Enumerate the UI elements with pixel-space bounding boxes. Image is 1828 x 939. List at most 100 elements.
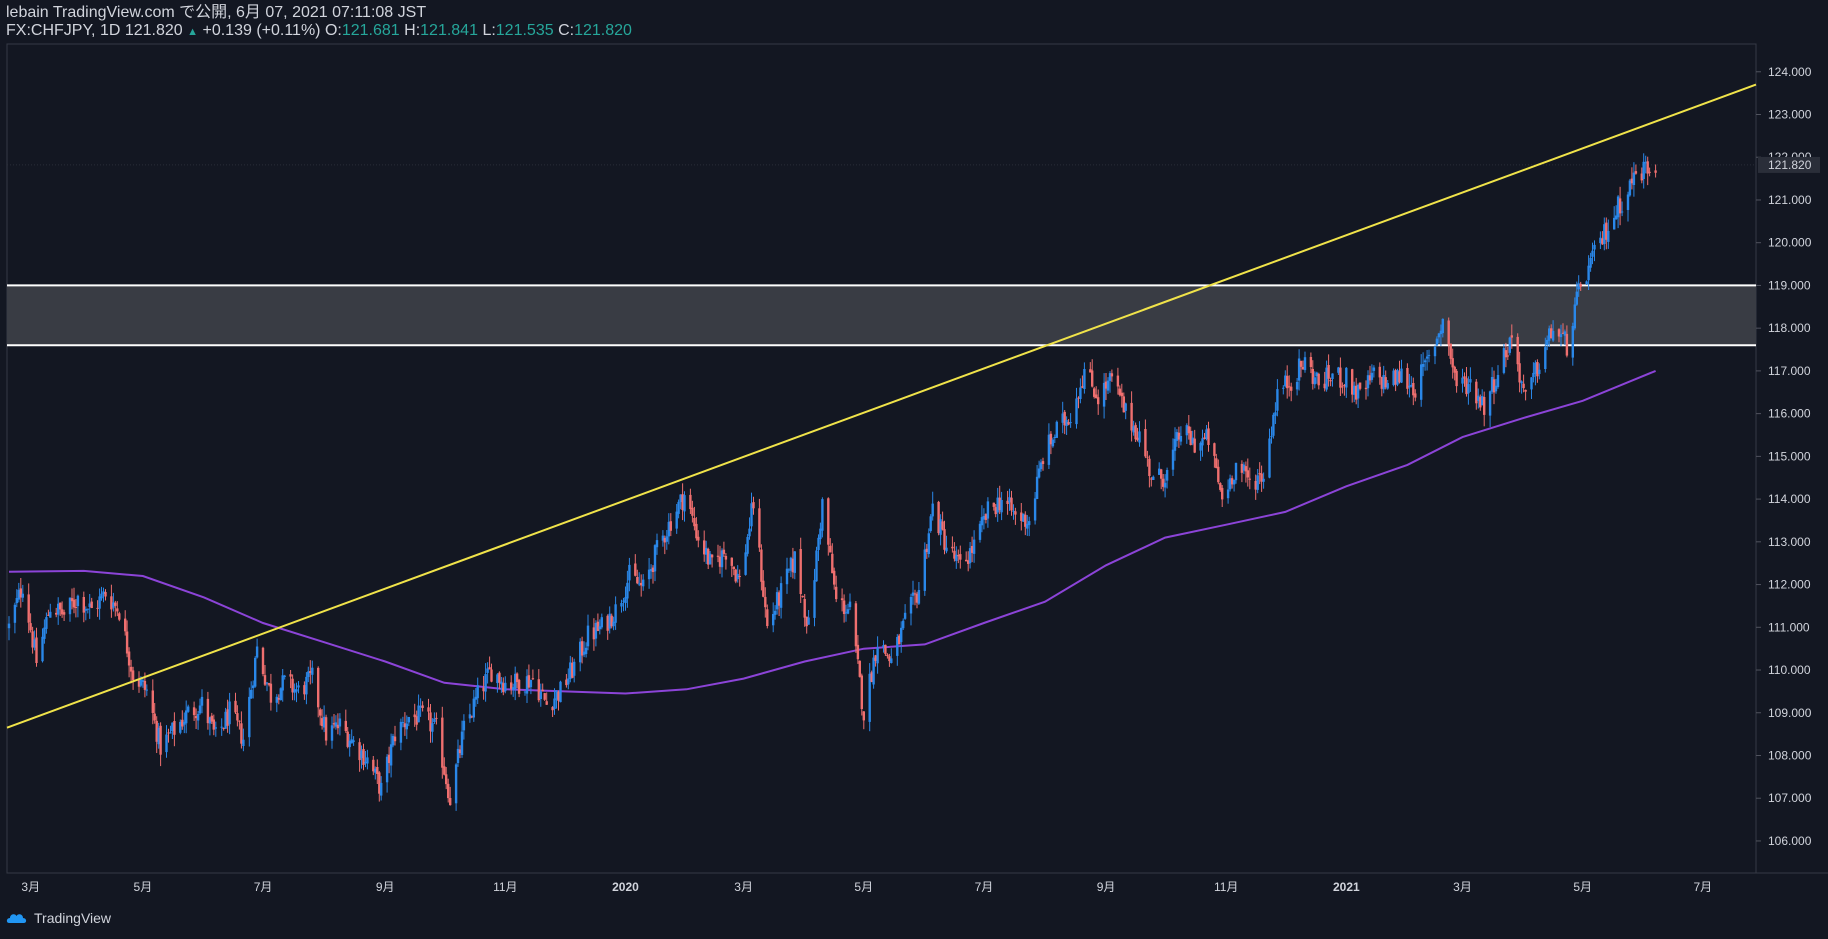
candle-body: [876, 647, 879, 664]
candle: [1219, 482, 1222, 492]
candle-body: [1069, 422, 1072, 424]
ma-path[interactable]: [8, 369, 1656, 695]
candle: [153, 703, 156, 724]
candle: [539, 683, 542, 707]
candle: [125, 620, 129, 658]
candle-body: [1392, 370, 1395, 386]
candle: [55, 607, 58, 618]
candle: [1632, 162, 1636, 197]
candle-body: [1601, 238, 1604, 245]
candle: [689, 488, 692, 514]
candle: [1290, 382, 1293, 402]
candle-body: [1587, 265, 1590, 281]
candle-body: [1116, 375, 1120, 387]
candle-body: [1177, 432, 1181, 440]
candle: [476, 677, 479, 704]
candle: [669, 513, 672, 537]
candle-body: [102, 591, 105, 594]
candle-body: [523, 691, 527, 693]
candle-body: [1520, 381, 1523, 384]
candle: [1270, 426, 1273, 444]
candle-body: [514, 673, 517, 689]
candle-body: [1382, 375, 1385, 390]
candle-body: [474, 696, 477, 700]
candle: [1607, 219, 1610, 249]
tradingview-brand[interactable]: TradingView: [6, 910, 111, 926]
candle: [104, 589, 107, 601]
candle-body: [746, 536, 749, 554]
candle: [114, 600, 117, 617]
candle-body: [842, 600, 846, 614]
candle-body: [1118, 388, 1121, 396]
symbol-legend[interactable]: FX:CHFJPY, 1D 121.820 ▲ +0.139 (+0.11%) …: [6, 21, 632, 42]
candle: [1065, 416, 1068, 435]
candle: [752, 496, 755, 515]
brand-name: TradingView: [34, 910, 112, 926]
candle-body: [476, 685, 479, 699]
candle-body: [1217, 466, 1220, 483]
candle: [854, 601, 858, 653]
candle-body: [693, 518, 696, 527]
candle: [929, 514, 932, 533]
candle-body: [608, 613, 611, 629]
trendline[interactable]: [6, 83, 1757, 729]
candle: [697, 530, 700, 548]
resistance-zone[interactable]: [7, 284, 1756, 347]
candle-body: [927, 533, 930, 554]
price-axis[interactable]: 106.000 107.000 108.000 109.000 110.000 111.0…: [1756, 65, 1820, 848]
candle: [1132, 420, 1135, 436]
candle: [1203, 433, 1206, 440]
candle-body: [1351, 369, 1354, 395]
candle: [1591, 242, 1594, 265]
candle-body: [27, 594, 30, 623]
candle-body: [762, 580, 765, 597]
candle-body: [886, 654, 889, 657]
candle: [903, 604, 907, 620]
candle: [1634, 164, 1638, 175]
candle: [663, 535, 666, 555]
candle: [309, 660, 312, 685]
candle: [1593, 240, 1596, 262]
candle: [405, 715, 408, 740]
candle-body: [817, 537, 820, 550]
candle-body: [212, 719, 215, 730]
candle-body: [1455, 370, 1458, 387]
candle: [100, 586, 103, 601]
candle: [1455, 369, 1458, 393]
candle-body: [1421, 364, 1425, 367]
candle: [1557, 328, 1561, 343]
moving-average-line[interactable]: [8, 369, 1656, 695]
candle: [1177, 426, 1181, 448]
candle-body: [1534, 362, 1537, 374]
candle-body: [281, 675, 284, 691]
up-arrow-icon: ▲: [187, 26, 199, 38]
price-tick-label: 117.000: [1768, 364, 1811, 378]
candle-body: [856, 644, 860, 660]
candle: [112, 592, 115, 612]
candle: [447, 778, 450, 803]
candle-body: [860, 675, 863, 709]
trendline-path[interactable]: [6, 83, 1757, 729]
candle-body: [1548, 328, 1551, 341]
candle: [1162, 474, 1165, 492]
candle-body: [1274, 412, 1277, 416]
candle: [1345, 367, 1348, 398]
candle-body: [145, 689, 148, 691]
candle-body: [537, 679, 540, 701]
candle-body: [827, 498, 830, 545]
candle-body: [996, 497, 999, 513]
time-axis[interactable]: 3月 5月 7月 9月 11月 2020 3月 5月 7月 9月 11月 2021 3月 5月 7月: [21, 880, 1712, 894]
candle-body: [557, 691, 560, 701]
candle-body: [531, 678, 535, 680]
candle-body: [486, 668, 489, 673]
price-tick-label: 111.000: [1768, 620, 1810, 634]
price-tick-label: 116.000: [1768, 407, 1811, 421]
candle-body: [1303, 357, 1307, 371]
candle-body: [1055, 421, 1058, 438]
candle-body: [68, 597, 72, 615]
candle-body: [758, 508, 761, 548]
candle-body: [1331, 373, 1334, 379]
candle: [173, 712, 176, 747]
candle: [626, 570, 629, 608]
